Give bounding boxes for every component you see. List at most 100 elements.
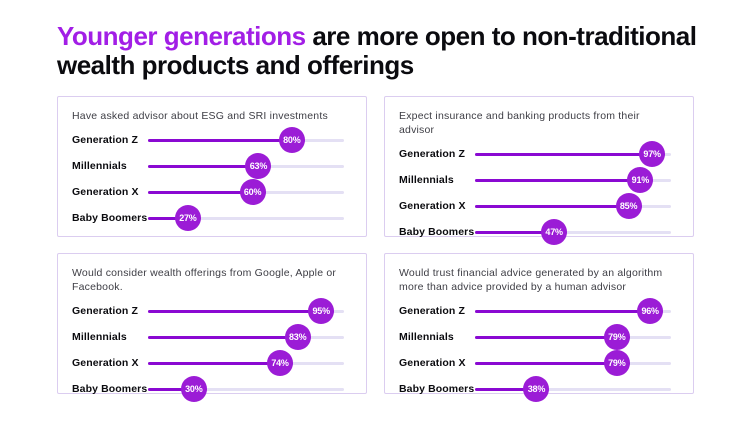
chart-panel-insurance-banking: Expect insurance and banking products fr… — [384, 96, 694, 246]
chart-row-generation-x: Generation X 60% — [72, 179, 344, 206]
category-label: Millennials — [399, 174, 454, 187]
value-badge: 60% — [239, 179, 266, 206]
category-label: Millennials — [72, 331, 127, 344]
value-badge: 27% — [174, 205, 201, 232]
chart-row-generation-x: Generation X 85% — [399, 193, 671, 220]
chart-row-generation-x: Generation X 79% — [399, 350, 671, 377]
chart-rows: Generation Z 97% Millennials 91% Generat… — [399, 137, 671, 246]
chart-row-millennials: Millennials 79% — [399, 324, 671, 351]
page-title-rest: are more open to non-traditional wealth … — [57, 21, 697, 81]
bar-area: 83% — [148, 324, 344, 351]
chart-panel-esg-sri: Have asked advisor about ESG and SRI inv… — [57, 96, 367, 237]
chart-panel-big-tech-wealth: Would consider wealth offerings from Goo… — [57, 253, 367, 403]
bar-area: 63% — [148, 153, 344, 180]
bar-fill — [148, 361, 294, 365]
chart-row-generation-z: Generation Z 96% — [399, 298, 671, 325]
bar-fill — [148, 309, 335, 313]
bar-area: 74% — [148, 350, 344, 377]
chart-row-baby-boomers: Baby Boomers 47% — [399, 219, 671, 246]
bar-fill — [148, 335, 311, 339]
bar-area: 80% — [148, 127, 344, 154]
bar-area: 38% — [475, 376, 671, 403]
category-label: Generation Z — [399, 148, 465, 161]
chart-row-generation-x: Generation X 74% — [72, 350, 344, 377]
category-label: Generation X — [399, 200, 466, 213]
value-badge: 30% — [180, 376, 207, 403]
bar-area: 27% — [148, 205, 344, 232]
chart-rows: Generation Z 96% Millennials 79% Generat… — [399, 294, 671, 403]
category-label: Baby Boomers — [72, 383, 148, 396]
category-label: Millennials — [72, 160, 127, 173]
bar-fill — [148, 387, 207, 391]
category-label: Generation X — [72, 357, 139, 370]
category-label: Generation Z — [72, 134, 138, 147]
chart-panel-algorithm-advice: Would trust financial advice generated b… — [384, 253, 694, 403]
chart-title: Have asked advisor about ESG and SRI inv… — [72, 110, 328, 122]
chart-title: Would consider wealth offerings from Goo… — [72, 267, 337, 294]
chart-row-baby-boomers: Baby Boomers 38% — [399, 376, 671, 403]
bar-area: 60% — [148, 179, 344, 206]
bar-fill — [475, 204, 642, 208]
bar-area: 30% — [148, 376, 344, 403]
chart-rows: Generation Z 80% Millennials 63% Generat… — [72, 123, 344, 232]
chart-row-millennials: Millennials 83% — [72, 324, 344, 351]
value-badge: 85% — [615, 193, 642, 220]
bar-fill — [475, 361, 630, 365]
bar-track — [475, 387, 671, 391]
chart-row-millennials: Millennials 91% — [399, 167, 671, 194]
value-badge: 83% — [284, 324, 311, 351]
category-label: Generation Z — [399, 305, 465, 318]
chart-row-generation-z: Generation Z 80% — [72, 127, 344, 154]
category-label: Baby Boomers — [72, 212, 148, 225]
value-badge: 47% — [541, 219, 568, 246]
bar-fill — [475, 230, 568, 234]
value-badge: 38% — [523, 376, 550, 403]
charts-grid: Have asked advisor about ESG and SRI inv… — [57, 96, 694, 403]
bar-area: 85% — [475, 193, 671, 220]
bar-area: 79% — [475, 350, 671, 377]
bar-fill — [475, 335, 630, 339]
value-badge: 79% — [603, 324, 630, 351]
category-label: Baby Boomers — [399, 383, 475, 396]
chart-title: Expect insurance and banking products fr… — [399, 110, 640, 137]
value-badge: 63% — [245, 153, 272, 180]
bar-area: 79% — [475, 324, 671, 351]
bar-fill — [475, 152, 666, 156]
bar-track — [148, 216, 344, 220]
chart-row-millennials: Millennials 63% — [72, 153, 344, 180]
bar-fill — [148, 190, 266, 194]
value-badge: 91% — [627, 167, 654, 194]
bar-area: 47% — [475, 219, 671, 246]
bar-fill — [475, 387, 550, 391]
chart-rows: Generation Z 95% Millennials 83% Generat… — [72, 294, 344, 403]
chart-title: Would trust financial advice generated b… — [399, 267, 663, 294]
bar-fill — [475, 178, 654, 182]
page-title: Younger generations are more open to non… — [57, 21, 697, 81]
bar-area: 96% — [475, 298, 671, 325]
category-label: Generation X — [72, 186, 139, 199]
chart-row-generation-z: Generation Z 97% — [399, 141, 671, 168]
value-badge: 96% — [637, 298, 664, 325]
chart-row-baby-boomers: Baby Boomers 30% — [72, 376, 344, 403]
category-label: Millennials — [399, 331, 454, 344]
chart-row-generation-z: Generation Z 95% — [72, 298, 344, 325]
bar-area: 97% — [475, 141, 671, 168]
value-badge: 97% — [639, 141, 666, 168]
bar-area: 95% — [148, 298, 344, 325]
category-label: Baby Boomers — [399, 226, 475, 239]
bar-track — [148, 387, 344, 391]
bar-area: 91% — [475, 167, 671, 194]
value-badge: 95% — [308, 298, 335, 325]
value-badge: 79% — [603, 350, 630, 377]
category-label: Generation X — [399, 357, 466, 370]
bar-fill — [475, 309, 664, 313]
page-title-highlight: Younger generations — [57, 21, 306, 51]
bar-fill — [148, 216, 201, 220]
category-label: Generation Z — [72, 305, 138, 318]
bar-track — [475, 230, 671, 234]
value-badge: 74% — [267, 350, 294, 377]
bar-fill — [148, 138, 305, 142]
value-badge: 80% — [278, 127, 305, 154]
bar-fill — [148, 164, 272, 168]
chart-row-baby-boomers: Baby Boomers 27% — [72, 205, 344, 232]
